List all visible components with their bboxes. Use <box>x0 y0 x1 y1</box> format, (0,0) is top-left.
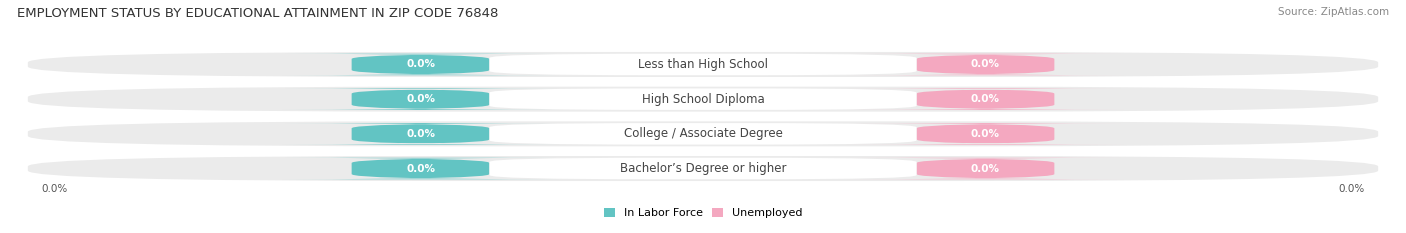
Text: 0.0%: 0.0% <box>1339 184 1364 194</box>
FancyBboxPatch shape <box>848 88 1123 110</box>
FancyBboxPatch shape <box>848 54 1123 75</box>
Text: 0.0%: 0.0% <box>406 164 434 174</box>
Text: EMPLOYMENT STATUS BY EDUCATIONAL ATTAINMENT IN ZIP CODE 76848: EMPLOYMENT STATUS BY EDUCATIONAL ATTAINM… <box>17 7 498 20</box>
FancyBboxPatch shape <box>489 54 917 75</box>
Text: Less than High School: Less than High School <box>638 58 768 71</box>
FancyBboxPatch shape <box>28 52 1378 77</box>
FancyBboxPatch shape <box>489 158 917 179</box>
Legend: In Labor Force, Unemployed: In Labor Force, Unemployed <box>603 208 803 218</box>
FancyBboxPatch shape <box>848 158 1123 179</box>
FancyBboxPatch shape <box>28 87 1378 112</box>
FancyBboxPatch shape <box>28 156 1378 181</box>
Text: High School Diploma: High School Diploma <box>641 93 765 106</box>
FancyBboxPatch shape <box>283 88 558 110</box>
Text: Source: ZipAtlas.com: Source: ZipAtlas.com <box>1278 7 1389 17</box>
Text: 0.0%: 0.0% <box>972 164 1000 174</box>
Text: 0.0%: 0.0% <box>972 129 1000 139</box>
FancyBboxPatch shape <box>283 54 558 75</box>
FancyBboxPatch shape <box>848 123 1123 145</box>
Text: 0.0%: 0.0% <box>972 59 1000 69</box>
Text: 0.0%: 0.0% <box>406 129 434 139</box>
FancyBboxPatch shape <box>489 88 917 110</box>
FancyBboxPatch shape <box>489 123 917 145</box>
Text: 0.0%: 0.0% <box>42 184 67 194</box>
Text: 0.0%: 0.0% <box>972 94 1000 104</box>
Text: College / Associate Degree: College / Associate Degree <box>624 127 782 140</box>
FancyBboxPatch shape <box>28 121 1378 146</box>
FancyBboxPatch shape <box>283 123 558 145</box>
Text: 0.0%: 0.0% <box>406 94 434 104</box>
Text: Bachelor’s Degree or higher: Bachelor’s Degree or higher <box>620 162 786 175</box>
Text: 0.0%: 0.0% <box>406 59 434 69</box>
FancyBboxPatch shape <box>283 158 558 179</box>
